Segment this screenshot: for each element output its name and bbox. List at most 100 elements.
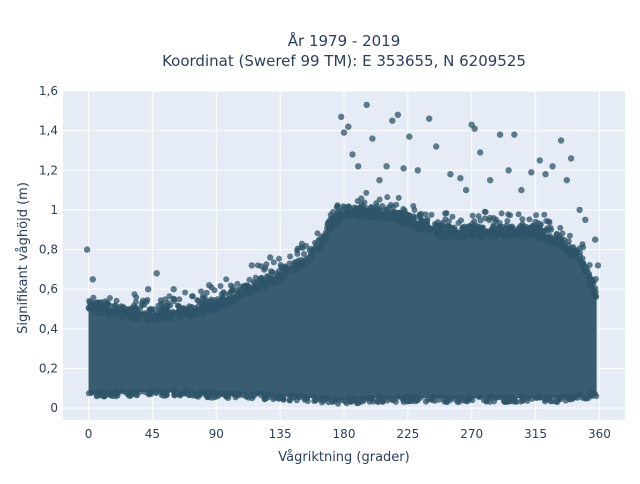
scatter-point bbox=[330, 209, 336, 215]
scatter-point bbox=[176, 296, 183, 303]
scatter-point bbox=[212, 391, 219, 398]
scatter-point bbox=[267, 275, 273, 282]
x-tick-label: 45 bbox=[145, 427, 160, 441]
scatter-point bbox=[374, 398, 381, 405]
scatter-point bbox=[262, 282, 268, 289]
scatter-point bbox=[240, 391, 247, 398]
scatter-point bbox=[147, 316, 154, 323]
scatter-point bbox=[222, 392, 229, 399]
scatter-point bbox=[446, 218, 452, 225]
scatter-point bbox=[276, 255, 282, 262]
scatter-point bbox=[516, 233, 522, 240]
y-tick-label: 0,8 bbox=[39, 243, 58, 257]
scatter-point bbox=[261, 396, 268, 403]
scatter-point bbox=[130, 304, 137, 311]
scatter-point bbox=[106, 295, 113, 301]
scatter-point bbox=[392, 395, 399, 402]
scatter-point bbox=[334, 202, 341, 209]
scatter-point bbox=[178, 313, 185, 320]
scatter-outlier-point bbox=[338, 113, 345, 121]
scatter-point bbox=[213, 304, 220, 311]
scatter-point bbox=[363, 210, 370, 217]
scatter-point bbox=[428, 211, 435, 218]
scatter-outlier-point bbox=[369, 135, 376, 142]
scatter-outlier-point bbox=[153, 270, 160, 277]
scatter-outlier-point bbox=[447, 171, 454, 178]
scatter-outlier-point bbox=[582, 216, 589, 223]
y-tick-label: 0,2 bbox=[39, 361, 58, 375]
scatter-outlier-point bbox=[248, 262, 255, 269]
scatter-point bbox=[449, 213, 456, 220]
scatter-outlier-point bbox=[170, 286, 177, 293]
scatter-point bbox=[519, 216, 526, 223]
scatter-point bbox=[384, 194, 391, 201]
scatter-point bbox=[151, 312, 158, 319]
scatter-outlier-point bbox=[433, 143, 440, 150]
y-tick-label: 0,6 bbox=[39, 282, 58, 296]
scatter-point bbox=[393, 217, 400, 224]
scatter-point bbox=[247, 290, 254, 297]
y-tick-label: 1,4 bbox=[39, 124, 58, 138]
scatter-point bbox=[496, 223, 503, 230]
scatter-point bbox=[88, 301, 95, 308]
scatter-point bbox=[225, 295, 232, 302]
scatter-point bbox=[196, 392, 203, 398]
scatter-point bbox=[98, 390, 105, 397]
scatter-outlier-point bbox=[349, 151, 356, 158]
scatter-point bbox=[576, 245, 583, 252]
scatter-point bbox=[411, 207, 418, 213]
scatter-point bbox=[132, 299, 139, 306]
scatter-point bbox=[88, 389, 95, 396]
scatter-point bbox=[434, 229, 441, 235]
scatter-point bbox=[194, 297, 201, 303]
scatter-point bbox=[169, 308, 176, 315]
scatter-point bbox=[554, 395, 560, 402]
scatter-point bbox=[480, 397, 487, 404]
scatter-outlier-point bbox=[477, 149, 484, 156]
scatter-point bbox=[443, 396, 450, 403]
scatter-point bbox=[203, 289, 210, 296]
scatter-point bbox=[187, 309, 194, 316]
scatter-point bbox=[201, 300, 208, 307]
scatter-point bbox=[541, 211, 548, 218]
scatter-point bbox=[148, 390, 155, 397]
scatter-point bbox=[182, 388, 189, 395]
scatter-point bbox=[208, 304, 215, 311]
scatter-point bbox=[532, 218, 539, 225]
scatter-point bbox=[319, 399, 325, 406]
scatter-point bbox=[265, 391, 272, 398]
scatter-outlier-point bbox=[340, 129, 348, 136]
scatter-outlier-point bbox=[345, 123, 352, 130]
scatter-point bbox=[294, 247, 301, 254]
scatter-point bbox=[336, 207, 343, 214]
scatter-outlier-point bbox=[267, 254, 274, 261]
scatter-point bbox=[383, 206, 390, 213]
scatter-point bbox=[493, 394, 500, 401]
scatter-point bbox=[566, 248, 572, 255]
scatter-point bbox=[539, 227, 546, 234]
scatter-point bbox=[232, 394, 239, 401]
scatter-point bbox=[498, 210, 505, 217]
scatter-point bbox=[396, 209, 403, 216]
scatter-point bbox=[246, 276, 253, 283]
scatter-point bbox=[98, 310, 105, 317]
scatter-point bbox=[458, 395, 465, 402]
y-tick-label: 0,4 bbox=[39, 322, 58, 336]
scatter-outlier-point bbox=[145, 286, 152, 293]
scatter-point bbox=[407, 222, 414, 229]
scatter-point bbox=[144, 311, 150, 318]
scatter-point bbox=[281, 266, 288, 273]
x-axis-title: Vågriktning (grader) bbox=[278, 450, 409, 465]
scatter-point bbox=[177, 391, 183, 398]
scatter-point bbox=[458, 217, 464, 224]
scatter-point bbox=[592, 390, 598, 397]
scatter-outlier-point bbox=[383, 163, 390, 170]
scatter-point bbox=[95, 302, 102, 309]
scatter-outlier-point bbox=[355, 163, 362, 170]
scatter-outlier-point bbox=[376, 177, 383, 184]
scatter-outlier-point bbox=[557, 137, 565, 144]
scatter-outlier-point bbox=[394, 111, 402, 119]
scatter-outlier-point bbox=[536, 157, 543, 164]
scatter-point bbox=[412, 394, 419, 401]
scatter-point bbox=[311, 393, 318, 400]
